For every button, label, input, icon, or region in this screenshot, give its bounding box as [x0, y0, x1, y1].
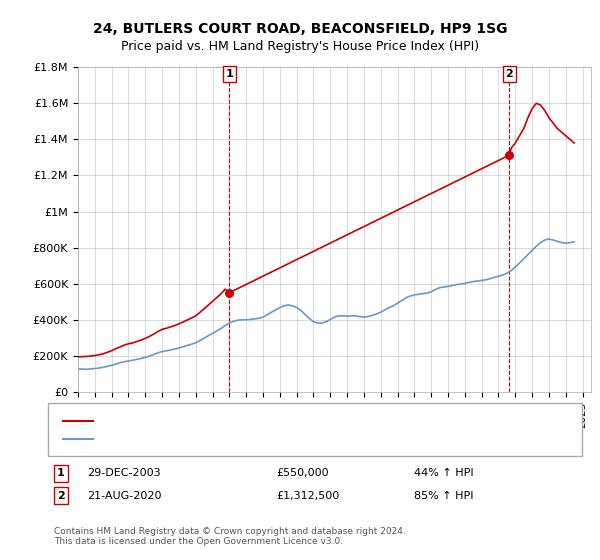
Text: 24, BUTLERS COURT ROAD, BEACONSFIELD, HP9 1SG: 24, BUTLERS COURT ROAD, BEACONSFIELD, HP… — [93, 22, 507, 36]
Text: Price paid vs. HM Land Registry's House Price Index (HPI): Price paid vs. HM Land Registry's House … — [121, 40, 479, 53]
Text: 44% ↑ HPI: 44% ↑ HPI — [414, 468, 473, 478]
Point — [224, 288, 234, 297]
Text: £550,000: £550,000 — [276, 468, 329, 478]
Text: £1,312,500: £1,312,500 — [276, 491, 339, 501]
Point — [505, 151, 514, 160]
Text: HPI: Average price, detached house, Buckinghamshire: HPI: Average price, detached house, Buck… — [99, 434, 383, 444]
Text: 2: 2 — [57, 491, 65, 501]
Text: 24, BUTLERS COURT ROAD, BEACONSFIELD, HP9 1SG (detached house): 24, BUTLERS COURT ROAD, BEACONSFIELD, HP… — [99, 416, 472, 426]
Text: Contains HM Land Registry data © Crown copyright and database right 2024.
This d: Contains HM Land Registry data © Crown c… — [54, 526, 406, 546]
Text: 85% ↑ HPI: 85% ↑ HPI — [414, 491, 473, 501]
Text: 2: 2 — [505, 69, 513, 79]
Text: 29-DEC-2003: 29-DEC-2003 — [87, 468, 161, 478]
Text: 1: 1 — [226, 69, 233, 79]
Text: 1: 1 — [57, 468, 65, 478]
Text: 21-AUG-2020: 21-AUG-2020 — [87, 491, 161, 501]
